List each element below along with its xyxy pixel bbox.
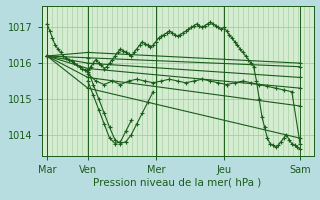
X-axis label: Pression niveau de la mer( hPa ): Pression niveau de la mer( hPa ) bbox=[93, 178, 262, 188]
